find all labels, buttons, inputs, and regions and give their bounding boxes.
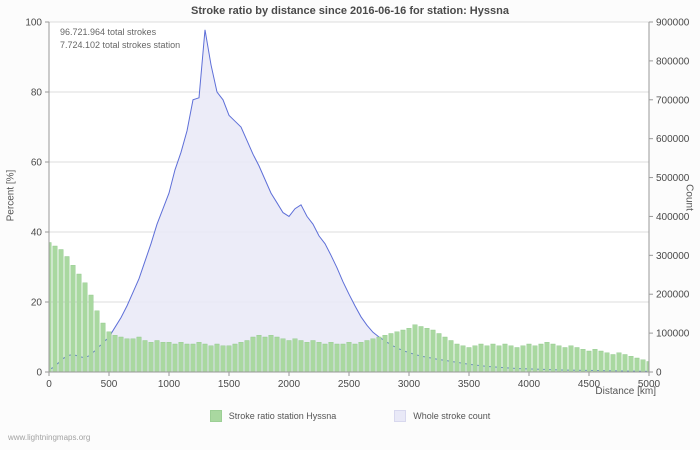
svg-text:4000: 4000 [518,379,541,390]
legend-item-stroke-count: Whole stroke count [394,410,490,422]
svg-text:100000: 100000 [656,329,690,340]
svg-text:500: 500 [101,379,118,390]
watermark-link: www.lightningmaps.org [8,433,91,442]
station-strokes-annotation: 7.724.102 total strokes station [60,40,181,50]
svg-text:500000: 500000 [656,173,690,184]
svg-text:60: 60 [31,158,43,169]
legend-item-stroke-ratio: Stroke ratio station Hyssna [209,410,337,422]
x-axis-ticks: 0 500 1000 1500 2000 2500 3000 3500 4000 4500 5000 [46,372,661,390]
svg-text:600000: 600000 [656,134,690,145]
svg-text:3000: 3000 [398,379,421,390]
y-axis-right-ticks: 0 100000 200000 300000 400000 500000 600000 700… [649,18,690,379]
svg-text:900000: 900000 [656,18,690,29]
svg-text:2000: 2000 [278,379,301,390]
y-axis-left-title: Percent [%] [5,169,17,222]
svg-text:80: 80 [31,88,43,99]
svg-text:1000: 1000 [158,379,181,390]
svg-text:40: 40 [31,228,43,239]
svg-text:3500: 3500 [458,379,481,390]
x-axis-title: Distance [km] [595,386,656,397]
legend-swatch-green [209,410,222,422]
legend-label-stroke-ratio: Stroke ratio station Hyssna [228,411,337,421]
svg-text:100: 100 [25,18,42,29]
svg-text:1500: 1500 [218,379,241,390]
y-axis-right-title: Count [683,184,695,211]
svg-text:0: 0 [36,368,42,379]
svg-text:4500: 4500 [578,379,601,390]
legend-label-stroke-count: Whole stroke count [413,411,491,421]
svg-text:800000: 800000 [656,56,690,67]
svg-text:200000: 200000 [656,290,690,301]
total-strokes-annotation: 96.721.964 total strokes [60,27,157,37]
svg-text:5000: 5000 [638,379,661,390]
svg-text:20: 20 [31,298,43,309]
svg-text:700000: 700000 [656,95,690,106]
svg-text:0: 0 [656,368,662,379]
svg-text:300000: 300000 [656,251,690,262]
chart-title: Stroke ratio by distance since 2016-06-1… [191,5,509,17]
svg-text:0: 0 [46,379,52,390]
legend-swatch-lavender [394,410,407,422]
legend: Stroke ratio station Hyssna Whole stroke… [0,410,700,422]
svg-text:2500: 2500 [338,379,361,390]
svg-text:400000: 400000 [656,212,690,223]
y-axis-left-ticks: 0 20 40 60 80 100 [25,18,49,379]
